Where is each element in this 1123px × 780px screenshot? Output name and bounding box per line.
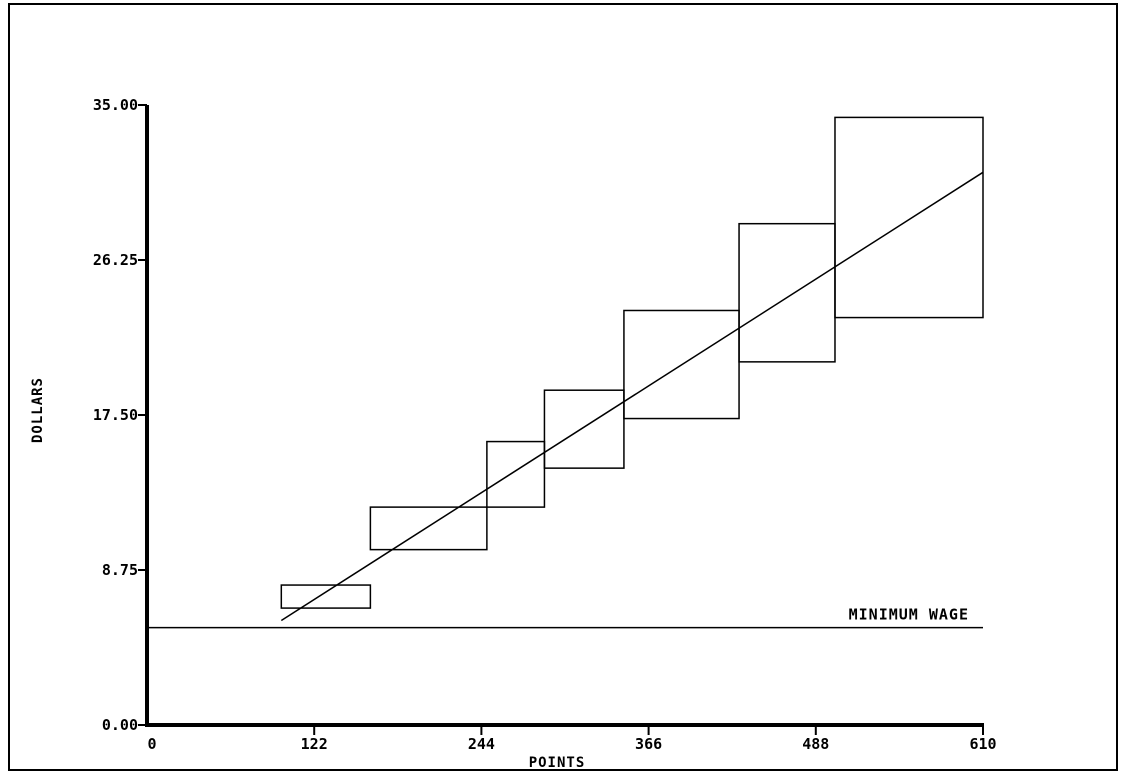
x-tick-label: 122 — [301, 735, 328, 753]
range-box-2 — [369, 506, 488, 551]
y-ticks: 0.00 8.75 17.50 26.25 35.00 — [93, 96, 147, 734]
x-ticks: 0 122 244 366 488 610 — [147, 725, 997, 753]
x-tick-label: 366 — [635, 735, 662, 753]
range-box-3 — [486, 440, 546, 508]
x-tick-label: 610 — [969, 735, 996, 753]
y-axis-label: DOLLARS — [30, 377, 46, 443]
x-tick-label: 0 — [147, 735, 156, 753]
minimum-wage-label: MINIMUM WAGE — [849, 606, 969, 624]
y-tick-label: 26.25 — [93, 251, 138, 269]
range-box-4 — [543, 389, 625, 469]
range-box-7 — [834, 116, 984, 319]
trend-line — [280, 171, 984, 622]
axes — [145, 105, 984, 727]
y-tick-label: 17.50 — [93, 406, 138, 424]
y-tick-label: 35.00 — [93, 96, 138, 114]
range-box-6 — [738, 222, 836, 363]
x-tick-label: 244 — [468, 735, 495, 753]
chart-frame — [8, 3, 1118, 771]
y-tick-label: 0.00 — [102, 716, 138, 734]
y-tick-label: 8.75 — [102, 561, 138, 579]
range-box-1 — [280, 584, 372, 609]
range-box-5 — [623, 309, 740, 420]
range-boxes — [280, 116, 984, 609]
x-tick-label: 488 — [802, 735, 829, 753]
x-axis-label: POINTS — [529, 755, 586, 771]
